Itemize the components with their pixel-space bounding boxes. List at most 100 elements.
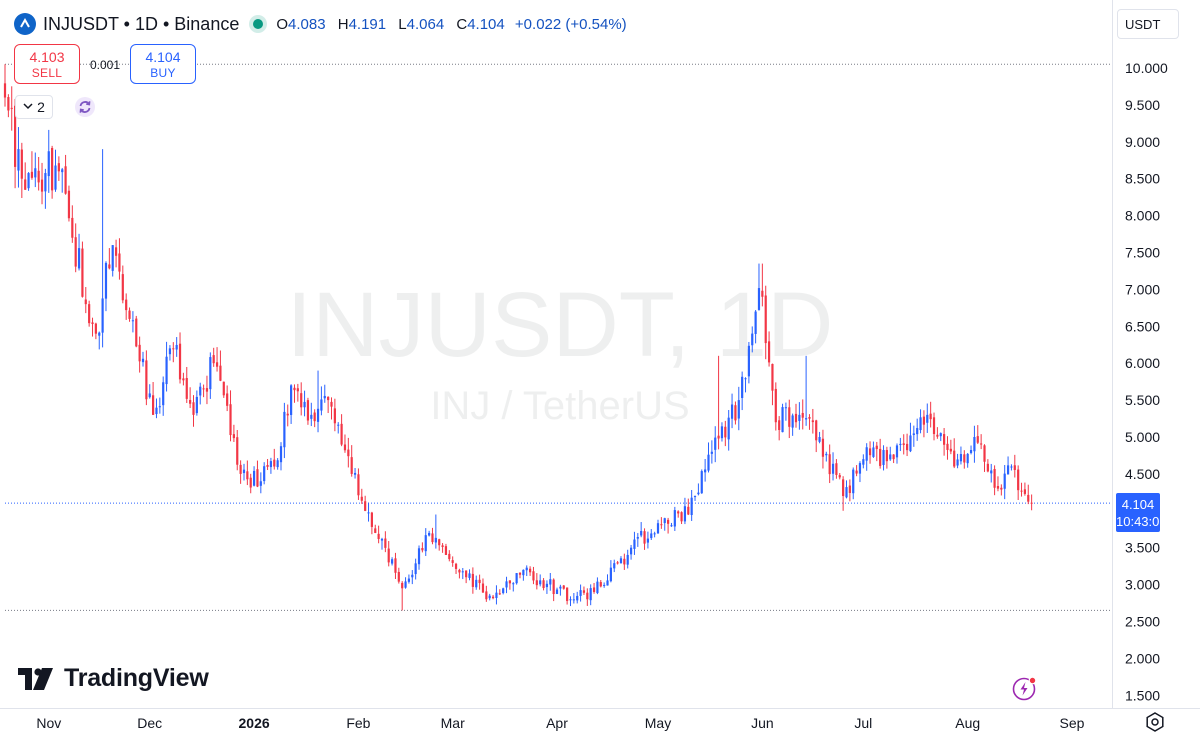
- candle: [717, 355, 720, 450]
- candle-body: [730, 404, 734, 419]
- candle: [88, 300, 91, 327]
- candle: [623, 553, 626, 570]
- time-axis[interactable]: Nov Dec 2026 Feb Mar Apr May Jun Jul Aug Sep: [0, 708, 1200, 732]
- candle-body: [704, 469, 707, 473]
- price-axis[interactable]: 10.000 9.500 9.000 8.500 8.000 7.500 7.000 6.50…: [1112, 0, 1169, 708]
- candle-body: [515, 573, 518, 584]
- candle: [232, 424, 235, 442]
- low-label: L: [398, 15, 407, 33]
- candle-body: [44, 173, 47, 192]
- candle: [175, 337, 178, 357]
- candle: [242, 463, 246, 481]
- y-tick-label: 7.000: [1125, 281, 1160, 297]
- candle-body: [1000, 487, 1003, 490]
- candle: [532, 566, 535, 585]
- candle: [1006, 456, 1010, 475]
- candle-body: [125, 299, 128, 311]
- candle: [868, 441, 872, 464]
- candle: [653, 531, 656, 538]
- candle-body: [438, 539, 441, 546]
- candle: [879, 438, 882, 469]
- candle: [885, 446, 888, 469]
- candle: [333, 398, 336, 432]
- candle-body: [316, 408, 320, 422]
- candle-body: [330, 401, 333, 407]
- candle: [374, 524, 377, 534]
- candle: [125, 293, 128, 320]
- indicators-count: 2: [37, 99, 45, 115]
- candle-body: [491, 596, 495, 599]
- candle: [633, 531, 636, 555]
- tradingview-logo[interactable]: TradingView: [18, 664, 209, 693]
- candle-body: [465, 570, 468, 578]
- candle: [599, 580, 602, 588]
- candle: [778, 416, 781, 441]
- candle: [320, 386, 323, 416]
- candle-body: [741, 376, 744, 398]
- candle: [40, 162, 44, 205]
- candle: [424, 528, 427, 556]
- currency-selector[interactable]: USDT: [1117, 9, 1179, 39]
- candle: [1000, 484, 1003, 496]
- candle-body: [81, 248, 84, 297]
- candle: [757, 263, 761, 311]
- candle-body: [710, 451, 713, 454]
- candle-body: [943, 434, 946, 445]
- candle: [710, 440, 713, 464]
- candle: [640, 522, 643, 538]
- candle-body: [1010, 466, 1013, 468]
- high-value: 4.191: [348, 15, 387, 33]
- candle: [44, 168, 47, 209]
- candle-body: [1006, 465, 1010, 475]
- candle: [434, 514, 437, 549]
- candle: [986, 459, 989, 473]
- symbol-title[interactable]: INJUSDT • 1D • Binance: [43, 13, 240, 34]
- settings-icon[interactable]: [1144, 711, 1166, 733]
- candle-body: [219, 365, 222, 381]
- candle-body: [54, 165, 57, 190]
- candle-body: [61, 169, 64, 173]
- candle-body: [636, 537, 639, 539]
- candle-body: [448, 553, 451, 560]
- candle-body: [956, 459, 959, 466]
- candle: [535, 573, 538, 590]
- sync-icon[interactable]: [74, 96, 96, 118]
- candle-body: [162, 382, 165, 406]
- candle: [343, 434, 347, 453]
- candle: [650, 529, 653, 540]
- candle-body: [862, 459, 865, 465]
- candle-body: [293, 387, 296, 391]
- candle-body: [848, 485, 851, 493]
- candle-body: [296, 388, 299, 392]
- bar-countdown: 10:43:01: [1116, 514, 1167, 529]
- candle: [269, 457, 273, 474]
- candle: [316, 370, 320, 433]
- candle-body: [101, 298, 104, 333]
- candle-body: [340, 423, 343, 445]
- candle-body: [152, 395, 155, 415]
- candle: [619, 556, 623, 564]
- candle-body: [609, 567, 612, 582]
- candle: [327, 396, 330, 414]
- candle: [276, 458, 279, 470]
- flash-icon[interactable]: [1012, 675, 1038, 701]
- candle-body: [781, 407, 784, 433]
- candle: [279, 442, 283, 471]
- candle: [27, 172, 30, 191]
- candle: [872, 441, 875, 458]
- candle-body: [121, 274, 124, 301]
- candle-body: [77, 248, 81, 269]
- candle: [949, 439, 952, 455]
- indicators-toggle-button[interactable]: 2: [15, 95, 53, 119]
- candle-body: [576, 595, 579, 601]
- candle: [236, 430, 239, 471]
- candle: [845, 480, 848, 499]
- sell-button[interactable]: 4.103 SELL: [14, 44, 80, 84]
- x-tick-label: Feb: [346, 715, 370, 731]
- candle-body: [209, 357, 212, 390]
- candle-body: [983, 445, 986, 462]
- candle-body: [885, 450, 888, 462]
- buy-button[interactable]: 4.104 BUY: [130, 44, 196, 84]
